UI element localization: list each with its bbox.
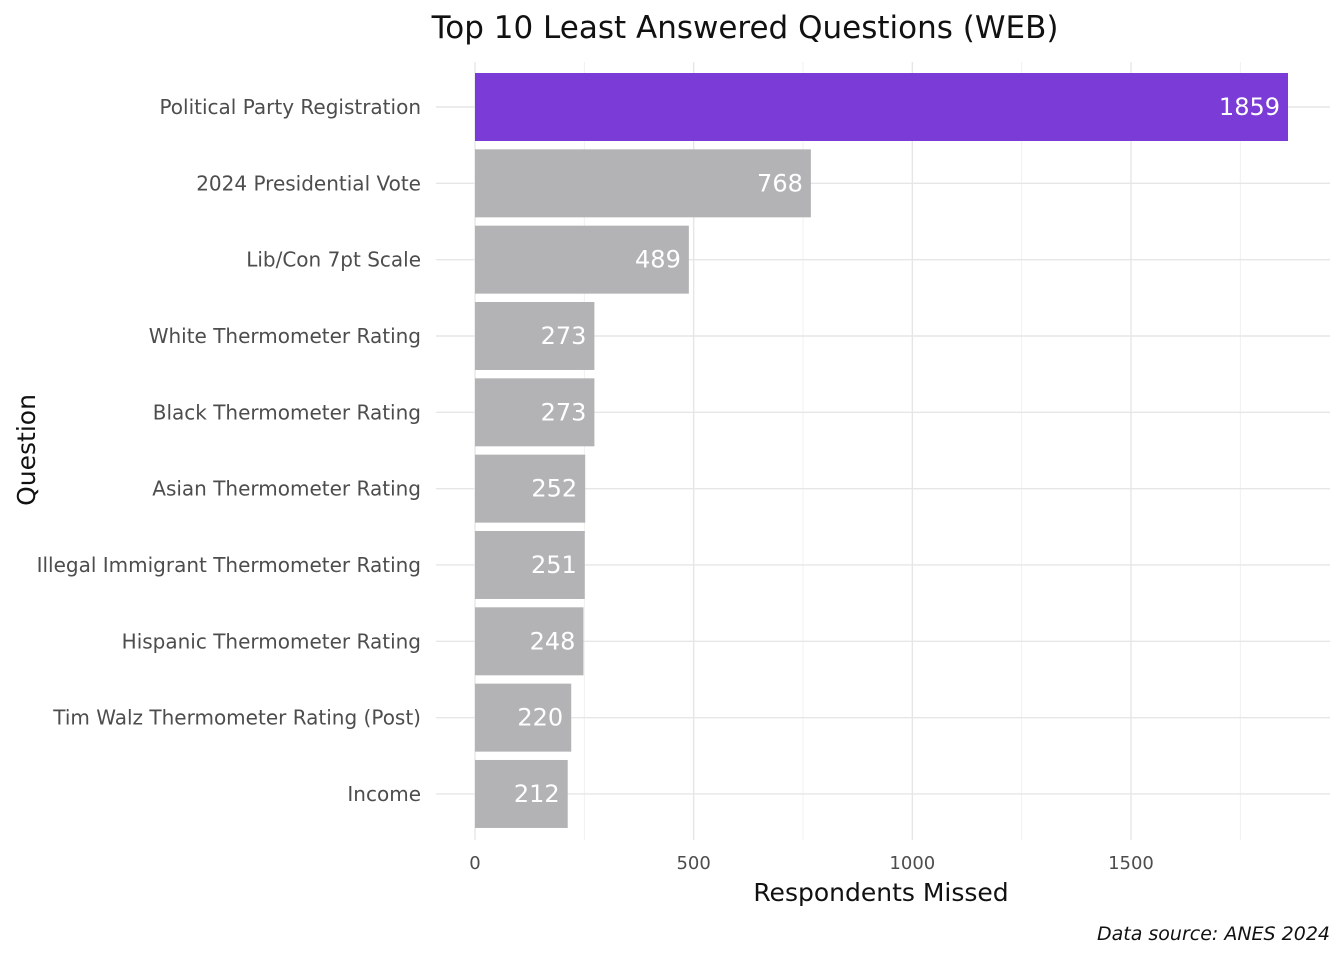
bar — [475, 607, 584, 676]
bar — [475, 530, 585, 599]
bar — [475, 454, 586, 523]
bar-value-label: 248 — [530, 627, 576, 655]
category-label: White Thermometer Rating — [149, 324, 421, 348]
bar-value-label: 273 — [541, 322, 587, 350]
category-label: Hispanic Thermometer Rating — [122, 629, 421, 653]
x-tick-label: 1000 — [889, 853, 935, 874]
category-labels: Political Party Registration 2024 Preside… — [37, 95, 421, 806]
y-axis-title: Question — [12, 394, 41, 506]
bar — [475, 225, 689, 294]
data-source-caption: Data source: ANES 2024 — [1097, 923, 1330, 945]
category-label: Tim Walz Thermometer Rating (Post) — [52, 706, 421, 730]
bar-value-label: 768 — [757, 169, 803, 197]
bar — [475, 759, 568, 828]
x-tick-label: 1500 — [1108, 853, 1154, 874]
x-axis-title: Respondents Missed — [753, 878, 1008, 907]
bar-value-label: 220 — [517, 704, 563, 732]
category-label: Black Thermometer Rating — [153, 400, 421, 424]
x-tick-labels: 0 500 1000 1500 — [469, 853, 1154, 874]
bar-value-label: 251 — [531, 551, 577, 579]
bar — [475, 301, 595, 370]
bar-value-label: 489 — [635, 246, 681, 274]
category-label: Asian Thermometer Rating — [152, 477, 421, 501]
category-label: 2024 Presidential Vote — [196, 171, 421, 195]
bar — [475, 683, 572, 752]
bar-value-label: 273 — [541, 398, 587, 426]
bars: 1859 768 489 273 273 252 251 248 220 212 — [475, 73, 1288, 828]
category-label: Lib/Con 7pt Scale — [246, 248, 421, 272]
bar — [475, 378, 595, 447]
x-tick-label: 500 — [676, 853, 710, 874]
bar — [475, 149, 811, 218]
x-tick-label: 0 — [469, 853, 480, 874]
category-label: Income — [347, 782, 421, 806]
bar-value-label: 212 — [514, 780, 560, 808]
chart-title: Top 10 Least Answered Questions (WEB) — [431, 10, 1059, 46]
bar — [475, 73, 1288, 141]
category-label: Political Party Registration — [159, 95, 421, 119]
bar-value-label: 1859 — [1219, 93, 1280, 121]
bar-value-label: 252 — [531, 475, 577, 503]
category-label: Illegal Immigrant Thermometer Rating — [37, 553, 421, 577]
